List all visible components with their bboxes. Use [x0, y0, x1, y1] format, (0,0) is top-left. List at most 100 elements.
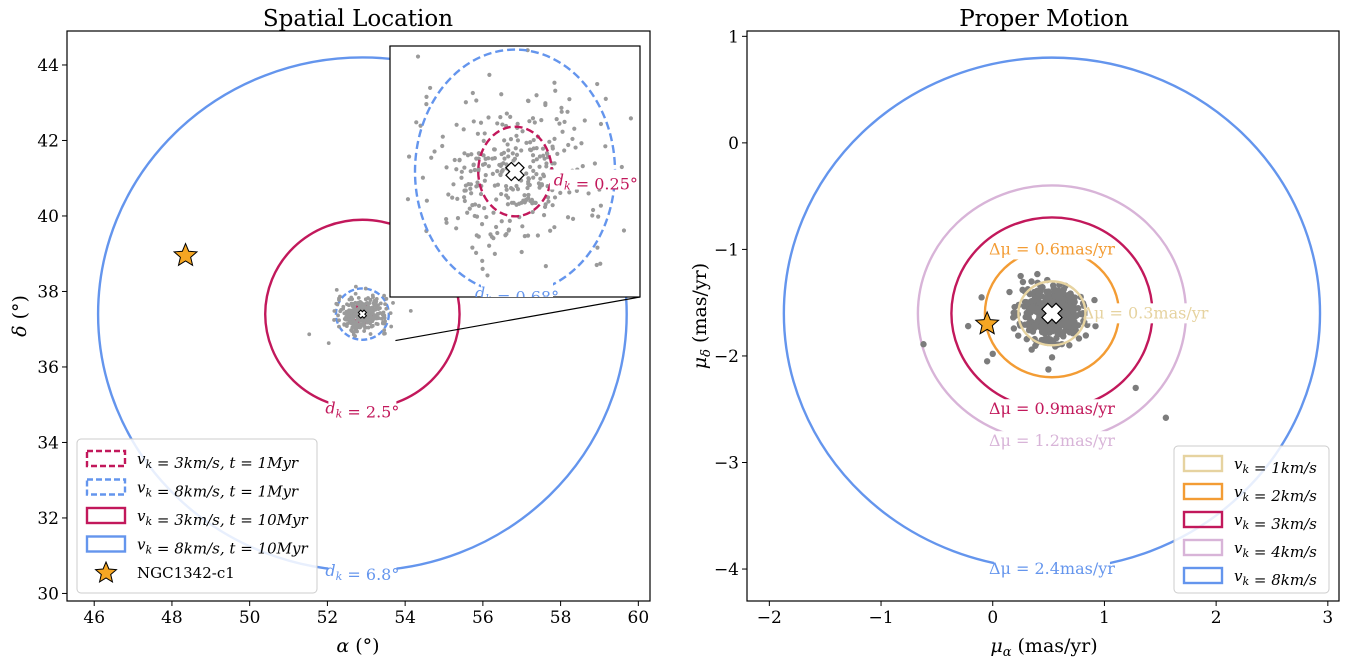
inset-cluster-point: [487, 243, 492, 248]
right-circle-0: [1017, 280, 1087, 347]
inset-cluster-point: [521, 198, 526, 203]
inset-cluster-point: [451, 182, 456, 187]
inset-cluster-point: [469, 152, 474, 157]
left-cluster-point: [347, 317, 351, 322]
inset-cluster-point: [539, 117, 544, 123]
right-cluster-point: [1028, 278, 1035, 285]
right-plot-frame: [746, 30, 1340, 602]
right-cluster-point: [1071, 294, 1078, 301]
inset-cluster-point: [528, 164, 533, 170]
inset-cluster-point: [558, 190, 563, 195]
left-cluster-point: [365, 301, 370, 306]
right-cluster-point: [1075, 305, 1082, 312]
right-legend-box: [1173, 445, 1330, 594]
left-cluster-point: [339, 308, 344, 312]
left-legend-swatch-0: [85, 449, 127, 468]
left-cluster-point: [307, 332, 312, 337]
inset-cluster-point: [473, 250, 479, 255]
right-cluster-point: [1031, 296, 1038, 303]
inset-cluster-point: [457, 158, 462, 163]
inset-cluster-point: [543, 202, 548, 207]
left-x-tick-label: 50: [239, 608, 261, 628]
left-cluster-point: [342, 317, 347, 321]
left-x-tick-label: 46: [83, 608, 105, 628]
inset-cluster-point: [450, 195, 455, 200]
left-plot-frame: [66, 30, 651, 602]
inset-cluster-point: [470, 203, 475, 208]
inset-cluster-point: [555, 151, 560, 156]
left-cluster-point: [353, 291, 358, 296]
inset-cluster-point: [468, 169, 473, 174]
inset-cluster-point: [534, 93, 539, 98]
left-cluster-point: [332, 309, 337, 313]
right-legend-swatch-0: [1182, 454, 1224, 473]
right-legend-label-3: vk = 4km/s: [1234, 539, 1317, 561]
inset-cluster-point: [406, 154, 412, 159]
left-cluster-point: [384, 306, 389, 311]
inset-cluster-point: [500, 122, 505, 127]
right-outlier-point: [1092, 322, 1099, 330]
inset-label-bg-1: [481, 282, 553, 297]
inset-cluster-point: [510, 151, 515, 156]
inset-cluster-point: [544, 161, 549, 166]
left-cluster-point: [352, 305, 357, 310]
right-y-tick-label: −3: [714, 453, 739, 473]
left-cluster-point: [379, 316, 384, 321]
left-cluster-point: [353, 284, 358, 289]
inset-cluster-point: [552, 225, 557, 230]
inset-cluster-point: [502, 156, 507, 161]
right-cluster-point: [1032, 342, 1039, 349]
inset-cluster-point: [557, 121, 562, 126]
inset-cluster-point: [552, 136, 557, 141]
inset-cluster-point: [414, 120, 419, 125]
inset-cluster-point: [465, 153, 471, 158]
inset-cluster-point: [562, 119, 567, 124]
left-cluster-point: [362, 318, 367, 323]
inset-cluster-point: [482, 178, 487, 183]
inset-cluster-point: [567, 97, 572, 102]
right-circle-label-2: Δμ = 0.9mas/yr: [989, 399, 1115, 418]
left-cluster-point: [353, 300, 358, 305]
left-cluster-point: [351, 331, 356, 335]
inset-cluster-point: [492, 183, 497, 188]
inset-cluster-point: [562, 148, 567, 153]
left-x-tick-label: 52: [317, 608, 339, 628]
left-cluster-point: [352, 312, 357, 317]
inset-cluster-point: [506, 228, 511, 233]
right-outlier-point: [983, 358, 991, 365]
left-cluster-point: [361, 302, 365, 306]
inset-cluster-point: [482, 205, 487, 211]
right-y-tick-label: −1: [714, 240, 739, 260]
inset-cluster-point: [455, 196, 460, 201]
left-circle-1: [334, 287, 391, 341]
left-cluster-center-marker: [357, 309, 368, 319]
inset-cluster-point: [444, 217, 449, 222]
left-cluster-point: [389, 324, 394, 329]
left-cluster-point: [332, 318, 336, 322]
left-cluster-point: [346, 313, 351, 318]
left-x-tick-label: 48: [161, 608, 183, 628]
left-cluster-point: [366, 312, 370, 317]
inset-cluster-point: [474, 98, 479, 103]
right-cluster-point: [1060, 328, 1068, 336]
inset-connector-bottom: [395, 296, 641, 342]
inset-cluster-point: [535, 233, 540, 238]
inset-cluster-point: [506, 154, 511, 159]
right-y-tick-label: 1: [728, 27, 739, 47]
inset-cluster-point: [429, 155, 434, 160]
left-cluster-point: [371, 295, 375, 300]
right-cluster-point: [1066, 342, 1073, 349]
left-cluster-point: [337, 318, 341, 323]
right-cluster-point: [1055, 296, 1062, 304]
inset-cluster-point: [480, 266, 485, 271]
inset-cluster-point: [462, 195, 467, 200]
inset-cluster-point: [596, 214, 601, 219]
proper-motion-panel: Proper Motion Δμ = 0.3mas/yr Δμ = 0.6mas/…: [689, 6, 1340, 659]
left-circle-label-2: dk = 2.5°: [325, 398, 399, 421]
left-y-tick-label: 34: [37, 433, 59, 453]
inset-cluster-point: [511, 200, 516, 205]
inset-cluster-point: [619, 164, 624, 170]
inset-cluster-point: [459, 169, 464, 174]
right-cluster-center-marker: [1041, 302, 1063, 325]
